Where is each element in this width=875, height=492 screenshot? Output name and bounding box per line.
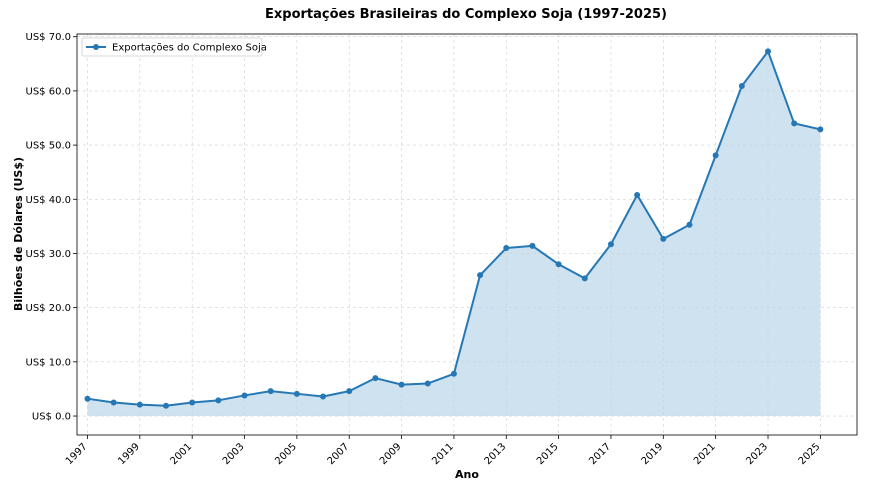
legend[interactable]: Exportações do Complexo Soja [81,37,267,57]
data-point [346,388,353,395]
data-point [477,272,484,279]
data-point [503,245,510,252]
data-point [110,399,117,406]
data-point [293,390,300,397]
data-point [398,381,405,388]
legend-box [81,37,263,57]
x-tick-label: 2019 [640,441,666,467]
data-point [320,393,327,400]
chart-title: Exportações Brasileiras do Complexo Soja… [265,7,667,22]
data-point [529,242,536,249]
data-point [267,388,274,395]
x-tick-label: 2021 [692,441,718,467]
x-tick-label: 2025 [797,441,823,467]
data-point [162,402,169,409]
y-tick-label: US$ 30.0 [26,249,71,260]
data-point [450,370,457,377]
data-point [555,261,562,268]
data-point [765,48,772,55]
data-point [241,392,248,399]
y-axis: US$ 0.0 US$ 10.0 US$ 20.0 US$ 30.0 US$ 40.0 U… [26,32,77,423]
x-tick-label: 2011 [430,441,456,467]
data-point [189,399,196,406]
data-point [372,375,379,382]
x-tick-label: 2005 [273,441,299,467]
y-tick-label: US$ 60.0 [26,86,71,97]
x-tick-label: 2003 [221,441,247,467]
y-axis-label: Bilhões de Dólares (US$) [12,157,25,311]
y-tick-label: US$ 40.0 [26,195,71,206]
data-point [634,191,641,198]
y-tick-label: US$ 0.0 [32,412,71,423]
x-tick-label: 2017 [587,441,613,467]
x-tick-label: 1997 [64,441,90,467]
data-point [84,395,91,402]
legend-label: Exportações do Complexo Soja [112,43,267,54]
x-tick-label: 2009 [378,441,404,467]
area-fill [87,51,821,417]
x-tick-label: 1999 [116,441,142,467]
y-tick-label: US$ 70.0 [26,32,71,43]
y-tick-label: US$ 20.0 [26,303,71,314]
data-point [424,380,431,387]
x-tick-label: 2013 [483,441,509,467]
x-axis-label: Ano [455,468,479,481]
data-point [660,235,667,242]
data-point [215,397,222,404]
x-tick-label: 2015 [535,441,561,467]
y-tick-label: US$ 10.0 [26,357,71,368]
data-point [712,152,719,159]
data-point [581,275,588,282]
data-point [607,241,614,248]
plot-frame [76,33,858,436]
data-markers [84,48,824,409]
data-point [817,126,824,133]
data-point [738,83,745,90]
data-point [136,401,143,408]
data-point [791,120,798,127]
x-tick-label: 2007 [326,441,352,467]
y-tick-label: US$ 50.0 [26,141,71,152]
x-tick-label: 2023 [744,441,770,467]
data-point [686,221,693,228]
legend-marker [93,44,99,50]
x-tick-label: 2001 [169,441,195,467]
x-axis: 1997 1999 2001 2003 2005 2007 2009 2011 2013 2015… [64,435,823,467]
